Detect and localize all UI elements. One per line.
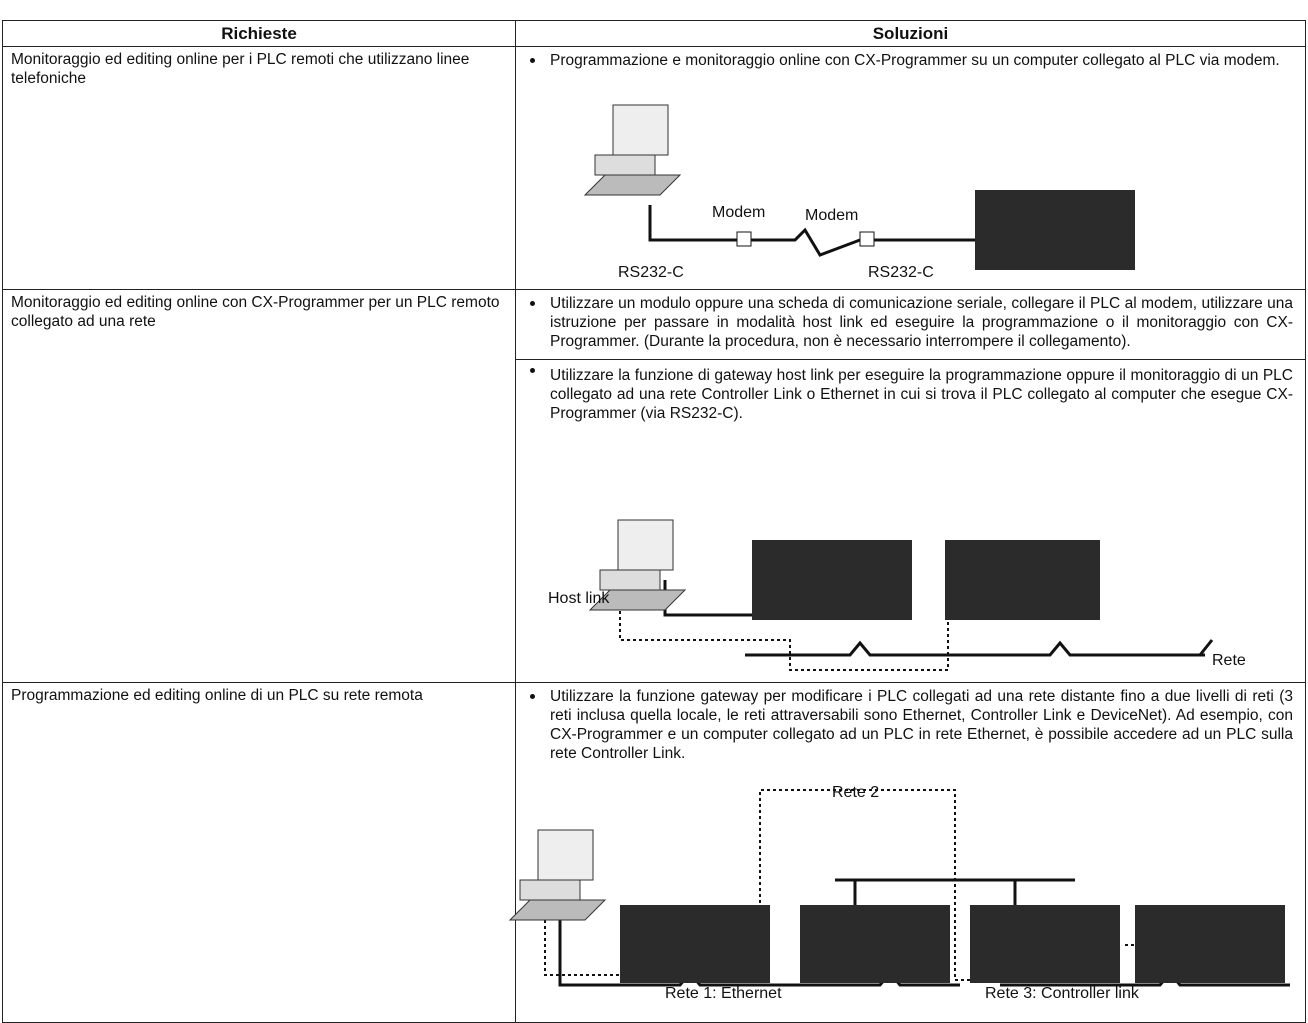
page: {"table":{"headers":["Richieste","Soluzi…: [2, 20, 1306, 1023]
diagram-label: Rete 3: Controller link: [985, 985, 1140, 1001]
computer: [594, 154, 656, 176]
diagram-label: Rete: [1212, 652, 1246, 669]
computer: [537, 829, 594, 881]
computer: [617, 519, 674, 571]
plc: [1135, 905, 1285, 983]
diagram-label: RS232-C: [618, 264, 684, 281]
cable: [558, 920, 620, 987]
plc: [975, 190, 1135, 270]
bullet: Utilizzare la funzione gateway per modif…: [516, 686, 1305, 769]
computer: [612, 104, 669, 156]
plc: [945, 540, 1100, 620]
plc: [800, 905, 950, 983]
diagram-label: RS232-C: [868, 264, 934, 281]
plc: [752, 540, 912, 620]
cable: [1198, 639, 1214, 656]
cable: [648, 205, 737, 242]
computer: [508, 899, 607, 921]
request-cell: Monitoraggio ed editing online con CX-Pr…: [2, 289, 516, 683]
modem: [736, 231, 752, 247]
diagram-label: Host link: [548, 590, 610, 607]
cable: [751, 227, 861, 257]
computer: [519, 879, 581, 901]
requirements-table: Richieste Soluzioni Monitoraggio ed edit…: [2, 20, 1306, 1023]
cable: [745, 640, 1205, 657]
row: Monitoraggio ed editing online con CX-Pr…: [2, 289, 1306, 683]
diagram-label: Modem: [712, 204, 765, 221]
diagram-label: Rete 1: Ethernet: [665, 985, 782, 1001]
bullet: Utilizzare un modulo oppure una scheda d…: [516, 293, 1305, 357]
plc: [970, 905, 1120, 983]
dotted-link: [619, 605, 949, 671]
header-row: Richieste Soluzioni: [2, 20, 1306, 47]
request-cell: Programmazione ed editing online di un P…: [2, 682, 516, 1023]
computer: [599, 569, 661, 591]
bullet: Programmazione e monitoraggio online con…: [516, 50, 1305, 76]
bullet: Utilizzare la funzione di gateway host l…: [516, 359, 1305, 429]
computer: [583, 174, 682, 196]
plc: [620, 905, 770, 983]
modem: [859, 231, 875, 247]
diagram-label: Modem: [805, 207, 858, 224]
header-cell: Soluzioni: [515, 20, 1306, 47]
diagrams: Modem Modem RS232-C RS232-C Host link Re…: [508, 104, 1290, 1001]
dotted-link: [544, 789, 1030, 981]
computer: [588, 589, 687, 611]
diagram-label: Rete 2: [832, 784, 879, 801]
header-cell: Richieste: [2, 20, 516, 47]
